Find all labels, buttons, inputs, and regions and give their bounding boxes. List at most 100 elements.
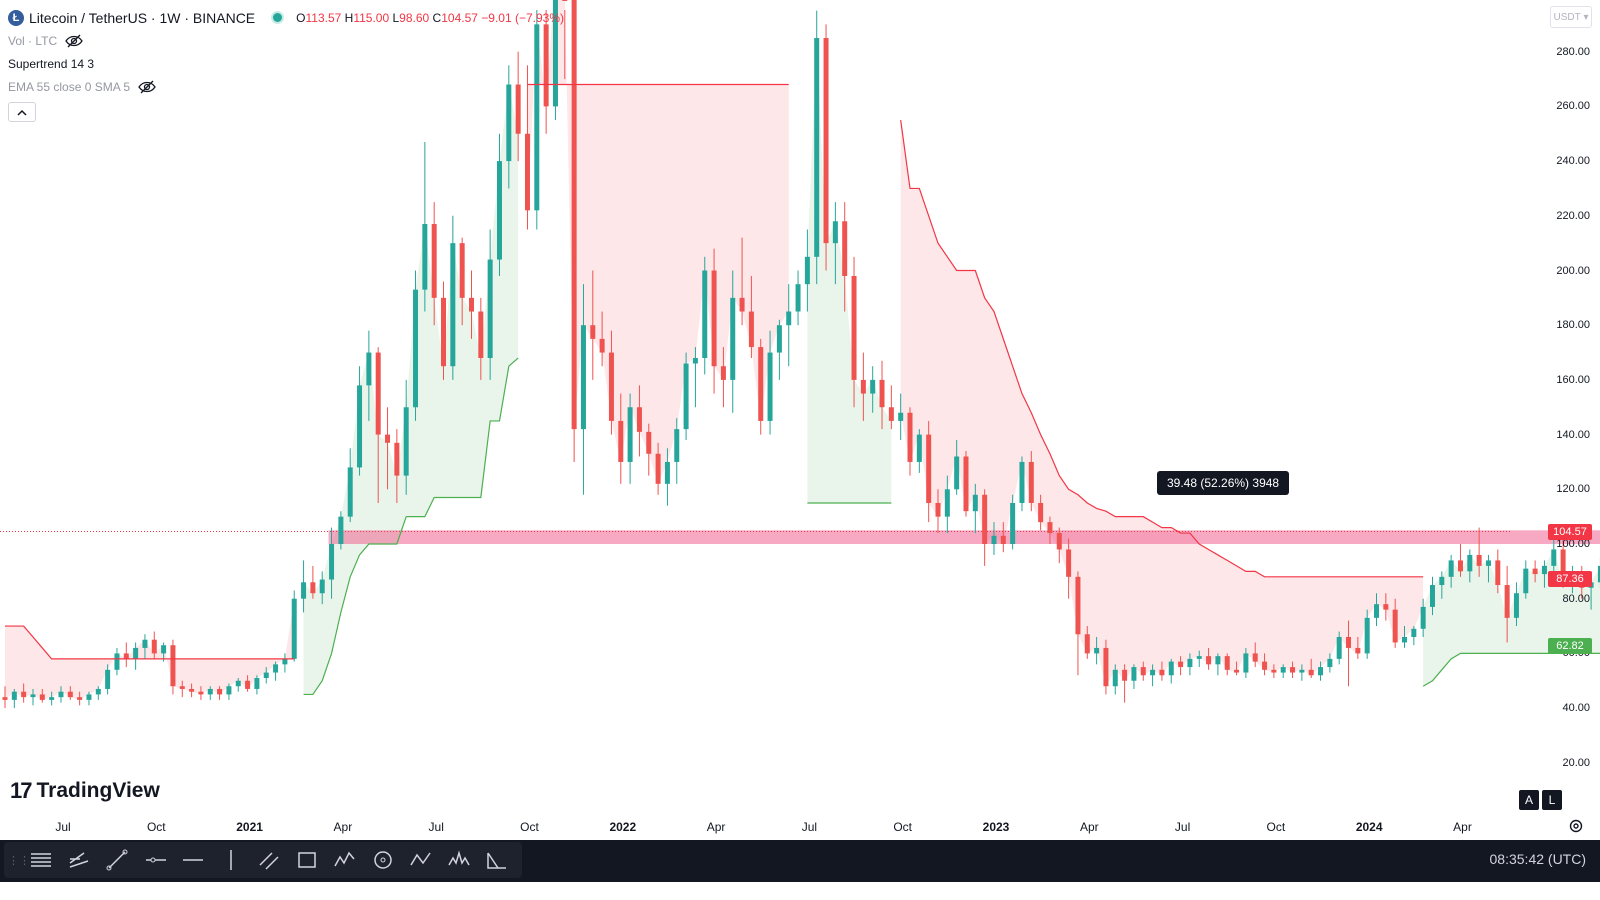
candle-body	[748, 311, 754, 348]
open-label: O	[296, 10, 306, 25]
candle-body	[170, 645, 176, 687]
eye-off-icon[interactable]	[65, 34, 83, 48]
chart-canvas[interactable]	[0, 0, 1600, 840]
candle-body	[338, 516, 344, 544]
rectangle-tool-button[interactable]	[292, 845, 322, 875]
candle-body	[1532, 568, 1538, 575]
supertrend-fill-0	[5, 626, 99, 700]
circle-tool-button[interactable]	[368, 845, 398, 875]
candle-body	[1140, 667, 1146, 676]
candle-body	[282, 658, 288, 665]
candle-body	[1047, 522, 1053, 534]
candle-body	[1429, 585, 1435, 607]
candle-body	[1551, 549, 1557, 566]
wave-pattern-tool-button[interactable]	[330, 845, 360, 875]
menu-tool-button[interactable]	[26, 845, 56, 875]
candle-body	[1411, 628, 1417, 637]
candle-body	[86, 694, 92, 700]
candle-body	[1513, 593, 1519, 618]
abcd-pattern-tool-button[interactable]	[406, 845, 436, 875]
candle-body	[851, 275, 857, 380]
candle-body	[823, 38, 829, 244]
candle-body	[963, 456, 969, 512]
chart-settings-gear-icon[interactable]	[1568, 818, 1584, 834]
head-shoulders-tool-button[interactable]	[444, 845, 474, 875]
time-tick-label: Oct	[146, 820, 166, 834]
price-tick-label: 140.00	[1556, 428, 1590, 441]
candle-body	[907, 412, 913, 462]
candle-body	[1318, 667, 1324, 676]
candle-body	[1383, 604, 1389, 610]
candle-body	[469, 297, 474, 312]
market-status-icon[interactable]	[271, 11, 285, 24]
candle-body	[692, 358, 698, 364]
candle-body	[1355, 647, 1361, 654]
candle-body	[562, 0, 568, 1]
candle-body	[1252, 653, 1258, 662]
trend-line-tool-button[interactable]	[102, 845, 132, 875]
candle-body	[403, 407, 409, 476]
candle-body	[1336, 636, 1342, 659]
supertrend-fill-1	[98, 598, 295, 695]
time-tick-label: Apr	[706, 820, 726, 834]
candle-body	[1010, 502, 1016, 544]
horizontal-line-tool-button[interactable]	[178, 845, 208, 875]
price-tick-label: 100.00	[1556, 538, 1590, 550]
study-supertrend[interactable]: Supertrend 14 3	[8, 52, 564, 75]
candle-body	[1150, 669, 1156, 676]
study-volume[interactable]: Vol · LTC	[8, 29, 564, 52]
channel-tool-button[interactable]	[254, 845, 284, 875]
log-scale-button[interactable]: L	[1542, 790, 1562, 810]
candle-body	[972, 494, 978, 512]
utc-clock[interactable]: 08:35:42 (UTC)	[1489, 851, 1586, 867]
candle-body	[245, 680, 251, 689]
multi-line-tool-button[interactable]	[64, 845, 94, 875]
candle-body	[982, 494, 988, 544]
close-value: 104.57	[441, 10, 478, 25]
chevron-up-icon	[17, 109, 27, 116]
candle-body	[1457, 560, 1463, 572]
low-value: 98.60	[399, 10, 430, 25]
price-tick-label: 120.00	[1556, 483, 1590, 496]
symbol-title[interactable]: Litecoin / TetherUS · 1W · BINANCE	[29, 9, 256, 26]
study-ema-label: EMA 55 close 0 SMA 5	[8, 79, 131, 94]
candle-body	[263, 672, 269, 679]
price-tick-label: 280.00	[1556, 45, 1590, 58]
candle-body	[683, 363, 689, 430]
candle-body	[1131, 667, 1137, 681]
symbol-row: Ł Litecoin / TetherUS · 1W · BINANCE O11…	[8, 6, 564, 29]
time-tick-label: Apr	[333, 820, 353, 834]
supertrend-line-6	[900, 119, 1424, 578]
horizontal-ray-tool-button[interactable]	[140, 845, 170, 875]
rectangle-icon	[298, 852, 316, 868]
horizontal-line-icon	[183, 859, 203, 861]
candle-body	[1541, 565, 1547, 575]
time-tick-label: Oct	[520, 820, 539, 834]
tradingview-logo[interactable]: 17 TradingView	[10, 778, 160, 804]
time-tick-label: Oct	[1266, 820, 1286, 834]
time-tick-label: 2021	[236, 820, 263, 834]
candle-body	[599, 338, 605, 353]
candle-body	[77, 697, 83, 700]
eye-off-icon[interactable]	[138, 80, 156, 94]
tradingview-mark-icon: 17	[10, 778, 33, 803]
currency-select[interactable]: USDT ▾	[1550, 6, 1592, 28]
triangle-pattern-tool-button[interactable]	[482, 845, 512, 875]
vertical-line-tool-button[interactable]	[216, 845, 246, 875]
candle-body	[916, 434, 922, 462]
study-ema[interactable]: EMA 55 close 0 SMA 5	[8, 75, 564, 98]
candle-body	[1485, 560, 1491, 566]
channel-icon	[259, 852, 279, 870]
supertrend-line-2	[303, 516, 407, 696]
candle-body	[459, 243, 465, 298]
candle-body	[431, 224, 437, 298]
candle-body	[49, 697, 55, 700]
collapse-legend-button[interactable]	[8, 102, 36, 122]
auto-scale-button[interactable]: A	[1519, 790, 1539, 810]
candle-body	[254, 678, 260, 689]
close-label: C	[432, 10, 442, 25]
high-label: H	[344, 10, 354, 25]
supertrend-fill-4	[527, 0, 789, 484]
candle-body	[450, 243, 456, 367]
drag-handle-icon[interactable]: ⋮⋮	[8, 854, 30, 867]
